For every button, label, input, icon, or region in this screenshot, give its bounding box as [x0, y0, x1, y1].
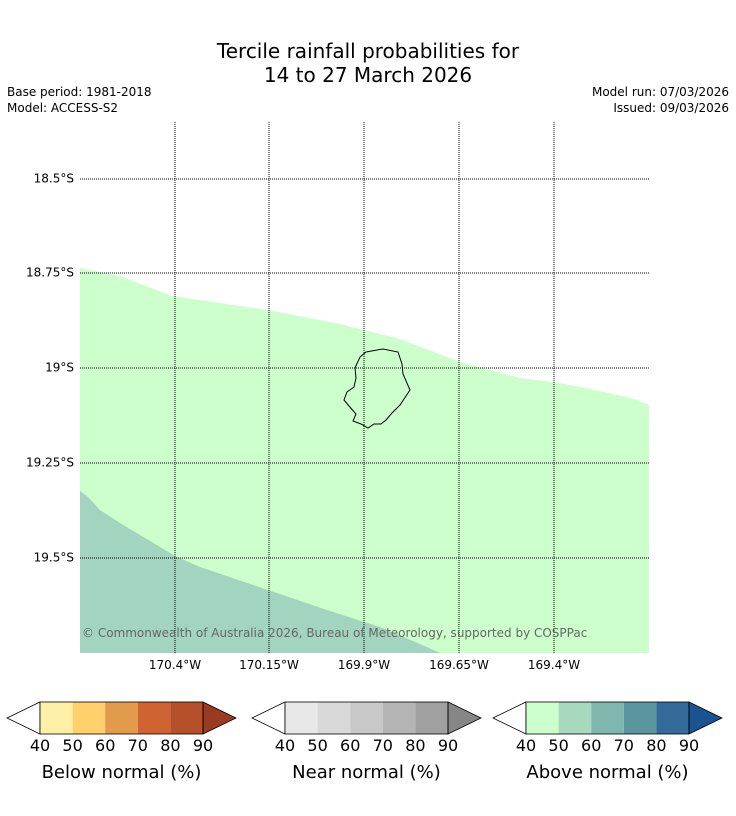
colorbar-segment [170, 702, 203, 734]
colorbar-tick-label: 70 [373, 736, 393, 755]
colorbar-outline [525, 701, 690, 735]
colorbar-title: Below normal (%) [42, 762, 202, 783]
issued-text: Issued: 09/03/2026 [613, 101, 729, 115]
colorbar-title: Near normal (%) [292, 762, 441, 783]
lon-label: 169.9°W [338, 658, 390, 672]
latitude-labels: 18.5°S 18.75°S 19°S 19.25°S 19.5°S [26, 172, 74, 565]
lat-label: 19°S [45, 361, 74, 375]
niue-island-outline [343, 348, 411, 429]
colorbar-tick-label: 70 [128, 736, 148, 755]
colorbar-tick-label: 80 [646, 736, 666, 755]
colorbar-outline [39, 701, 204, 735]
legend-near-normal: 40 50 60 70 80 90 Near normal (%) [251, 701, 482, 783]
lat-label: 18.5°S [34, 172, 74, 186]
gridlines [80, 122, 649, 653]
colorbar-tick-label: 70 [614, 736, 634, 755]
colorbar-tick-label: 90 [438, 736, 458, 755]
colorbar-segment [415, 702, 448, 734]
copyright-text: © Commonwealth of Australia 2026, Bureau… [82, 626, 587, 640]
colorbar-tick-label: 40 [30, 736, 50, 755]
colorbar-segment [623, 702, 657, 734]
colorbar-title: Above normal (%) [526, 762, 688, 783]
colorbar-segment [656, 702, 689, 734]
colorbar-tick-label: 80 [405, 736, 425, 755]
colorbar-tick-label: 50 [307, 736, 327, 755]
lon-label: 170.15°W [239, 658, 299, 672]
colorbar-outline [284, 701, 449, 735]
colorbar-tick-label: 60 [581, 736, 601, 755]
colorbar-tick-label: 50 [62, 736, 82, 755]
colorbar-tick-label: 40 [516, 736, 536, 755]
base-period-text: Base period: 1981-2018 [7, 85, 152, 99]
above-normal-50-60-region [80, 491, 440, 653]
colorbar-segment [382, 702, 416, 734]
legend-below-normal: 40 50 60 70 80 90 Below normal (%) [6, 701, 237, 783]
model-text: Model: ACCESS-S2 [7, 101, 119, 115]
lat-label: 19.5°S [34, 551, 74, 565]
colorbar-segment [105, 702, 138, 734]
colorbar-high-extend [688, 701, 723, 735]
colorbar-tick-label: 80 [160, 736, 180, 755]
colorbar-segment [526, 702, 559, 734]
colorbar-tick-label: 50 [548, 736, 568, 755]
colorbar-tick-label: 60 [340, 736, 360, 755]
colorbar-high-extend [447, 701, 482, 735]
colorbar-tick-label: 90 [193, 736, 213, 755]
longitude-labels: 170.4°W 170.15°W 169.9°W 169.65°W 169.4°… [149, 658, 580, 672]
colorbar-segment [285, 702, 318, 734]
colorbar-tick-label: 90 [679, 736, 699, 755]
model-run-text: Model run: 07/03/2026 [591, 85, 729, 99]
map-title-line2: 14 to 27 March 2026 [263, 63, 473, 87]
colorbar-segment [137, 702, 171, 734]
colorbar-tick-label: 60 [95, 736, 115, 755]
colorbar-segment [40, 702, 73, 734]
lat-label: 18.75°S [26, 266, 74, 280]
lon-label: 169.4°W [528, 658, 580, 672]
colorbar-segment [350, 702, 383, 734]
colorbar-high-extend [202, 701, 237, 735]
lon-label: 170.4°W [149, 658, 201, 672]
map-title-line1: Tercile rainfall probabilities for [216, 39, 520, 63]
colorbar-low-extend [6, 701, 41, 735]
colorbar-segment [72, 702, 106, 734]
lat-label: 19.25°S [26, 456, 74, 470]
colorbar-segment [317, 702, 351, 734]
lon-label: 169.65°W [429, 658, 489, 672]
colorbar-segment [558, 702, 592, 734]
colorbar-low-extend [251, 701, 286, 735]
colorbar-low-extend [492, 701, 527, 735]
colorbar-tick-label: 40 [275, 736, 295, 755]
legend-above-normal: 40 50 60 70 80 90 Above normal (%) [492, 701, 723, 783]
colorbar-segment [591, 702, 624, 734]
